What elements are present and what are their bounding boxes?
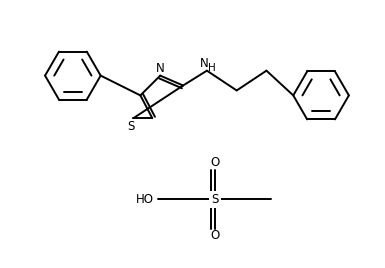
Text: O: O	[210, 229, 219, 243]
Text: S: S	[211, 193, 219, 206]
Text: S: S	[127, 120, 134, 133]
Text: N: N	[156, 62, 165, 75]
Text: H: H	[208, 63, 216, 73]
Text: O: O	[210, 156, 219, 169]
Text: HO: HO	[136, 193, 154, 206]
Text: N: N	[199, 57, 208, 70]
